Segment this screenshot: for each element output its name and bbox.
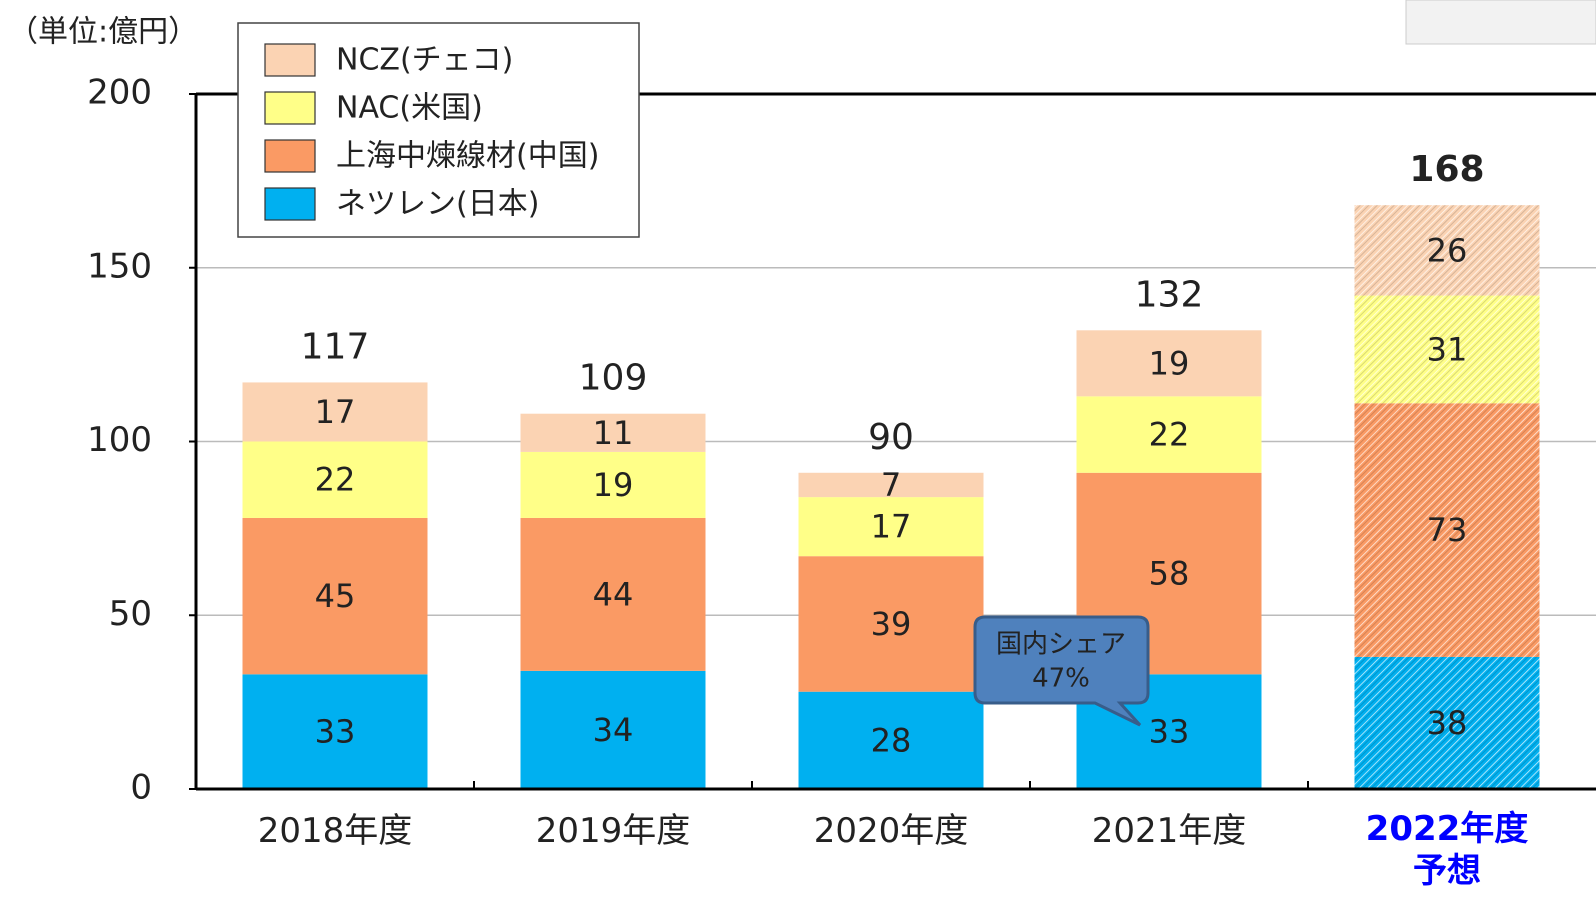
y-tick-label: 150 bbox=[87, 246, 152, 286]
legend-label: NCZ(チェコ) bbox=[336, 43, 513, 78]
value-label: 39 bbox=[871, 605, 912, 643]
y-tick-label: 0 bbox=[130, 768, 152, 808]
value-label: 38 bbox=[1427, 704, 1468, 742]
thumbnail bbox=[1406, 0, 1596, 44]
unit-label: （単位:億円） bbox=[8, 15, 198, 50]
value-label: 26 bbox=[1427, 231, 1468, 269]
y-tick-label: 50 bbox=[109, 594, 152, 634]
value-label: 22 bbox=[315, 461, 356, 499]
value-label: 17 bbox=[871, 508, 912, 546]
legend-swatch bbox=[265, 140, 315, 172]
value-label: 44 bbox=[593, 575, 634, 613]
legend-swatch bbox=[265, 92, 315, 124]
legend-swatch bbox=[265, 44, 315, 76]
value-label: 33 bbox=[315, 713, 356, 751]
legend-label: ネツレン(日本) bbox=[336, 187, 539, 222]
legend-label: NAC(米国) bbox=[336, 91, 483, 126]
page: （単位:億円） 0 50 100 150 200 33 45 22 17 117 34 44 19 11 1… bbox=[0, 0, 1596, 912]
value-label: 33 bbox=[1149, 713, 1190, 751]
total-label: 168 bbox=[1409, 149, 1484, 190]
value-label: 11 bbox=[593, 414, 634, 452]
value-label: 19 bbox=[593, 466, 634, 504]
total-label: 90 bbox=[868, 417, 914, 458]
callout-text: 国内シェア bbox=[996, 630, 1126, 660]
value-label: 17 bbox=[315, 393, 356, 431]
total-label: 132 bbox=[1135, 274, 1204, 315]
x-tick-label: 2021年度 bbox=[1030, 808, 1308, 854]
value-label: 19 bbox=[1149, 344, 1190, 382]
value-label: 58 bbox=[1149, 555, 1190, 593]
value-label: 28 bbox=[871, 721, 912, 759]
legend-swatch bbox=[265, 188, 315, 220]
value-label: 7 bbox=[881, 466, 901, 504]
total-label: 109 bbox=[579, 358, 648, 399]
value-label: 73 bbox=[1427, 511, 1468, 549]
value-label: 45 bbox=[315, 577, 356, 615]
x-tick-label: 2019年度 bbox=[474, 808, 752, 854]
callout-text: 47% bbox=[1032, 664, 1090, 694]
value-label: 22 bbox=[1149, 416, 1190, 454]
x-tick-label: 2020年度 bbox=[752, 808, 1030, 854]
total-label: 117 bbox=[301, 326, 370, 367]
value-label: 31 bbox=[1427, 330, 1468, 368]
y-tick-label: 100 bbox=[87, 420, 152, 460]
x-tick-label: 2022年度 予想 bbox=[1308, 808, 1586, 892]
value-label: 34 bbox=[593, 711, 634, 749]
legend-label: 上海中煉線材(中国) bbox=[336, 139, 599, 174]
x-tick-label: 2018年度 bbox=[196, 808, 474, 854]
y-tick-label: 200 bbox=[87, 73, 152, 113]
chart: （単位:億円） 0 50 100 150 200 33 45 22 17 117 34 44 19 11 1… bbox=[0, 0, 1596, 912]
